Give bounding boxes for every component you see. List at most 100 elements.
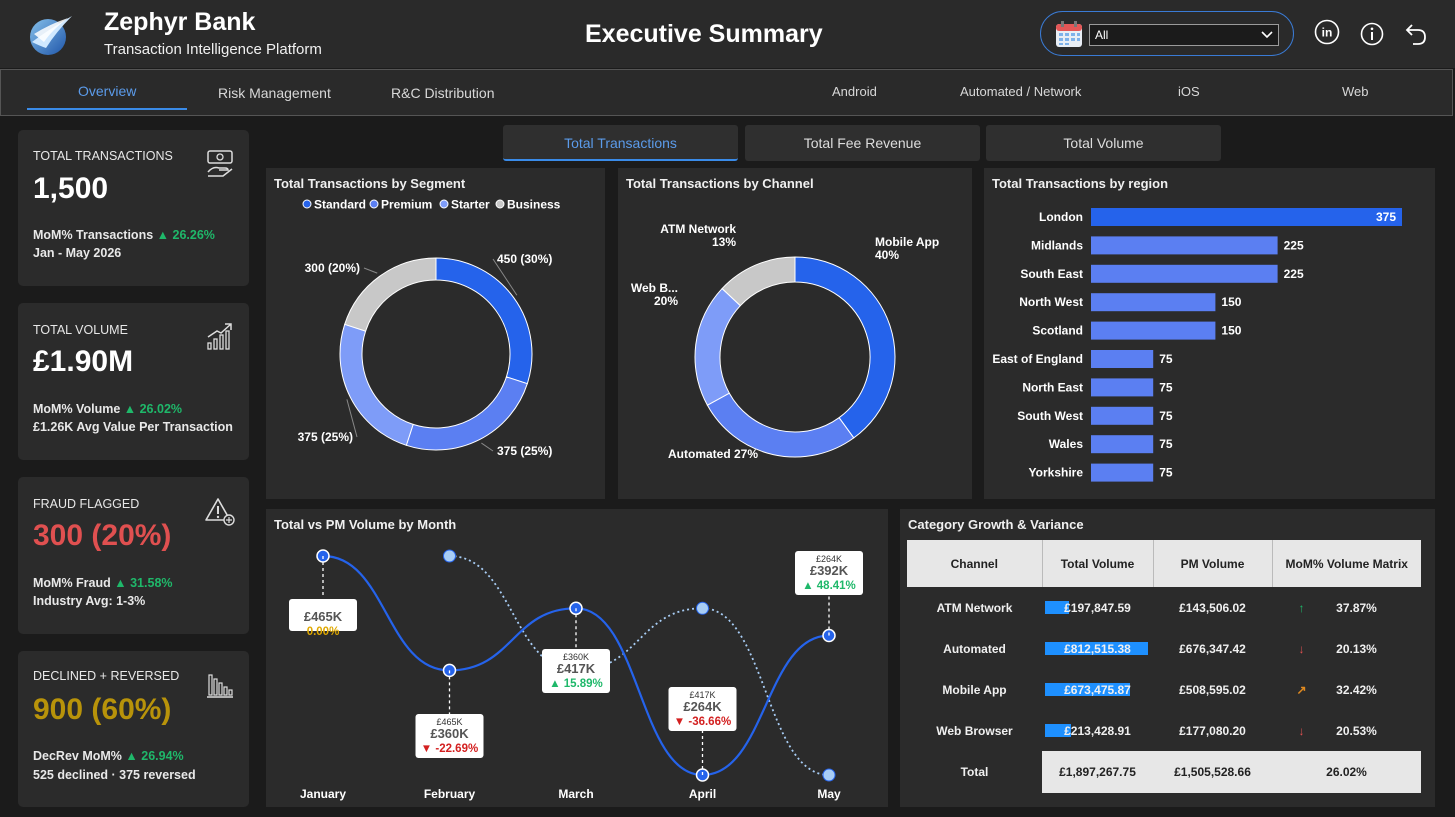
date-filter: All: [1040, 11, 1294, 56]
total-mom: 26.02%: [1272, 751, 1421, 793]
callout-pm-value: £264K: [816, 554, 842, 564]
total-volume-cell: £673,475.87: [1042, 669, 1153, 710]
region-label: London: [1039, 210, 1083, 224]
kpi-subtext: 525 declined · 375 reversed: [33, 768, 196, 782]
volume-data-bar: [1045, 683, 1131, 696]
callout-total-value: £465K: [304, 609, 343, 624]
column-header-total-volume[interactable]: Total Volume: [1042, 540, 1154, 587]
column-header-pm-volume[interactable]: PM Volume: [1153, 540, 1273, 587]
bar-value-label: 75: [1159, 380, 1173, 394]
bar-value-label: 75: [1159, 437, 1173, 451]
slice-label: ATM Network: [660, 222, 736, 236]
kpi-mom: MoM% Volume ▲ 26.02%: [33, 402, 182, 416]
tab-overview[interactable]: Overview: [78, 83, 137, 99]
tab-android[interactable]: Android: [832, 84, 877, 99]
table-row[interactable]: Automated £812,515.38 £676,347.42 ↓ 20.13%: [907, 628, 1421, 669]
donut-slice[interactable]: [435, 257, 533, 385]
mom-volume-cell: ↓ 20.53%: [1272, 710, 1421, 751]
kpi-label: TOTAL VOLUME: [33, 323, 128, 337]
legend-marker: [369, 199, 379, 209]
kpi-subtext: Jan - May 2026: [33, 246, 122, 260]
region-bar[interactable]: [1091, 321, 1216, 340]
callout-total-value: £360K: [430, 726, 469, 741]
total-point[interactable]: [822, 628, 836, 643]
legend-label[interactable]: Business: [507, 198, 561, 212]
pm-point[interactable]: [696, 601, 709, 615]
region-label: Midlands: [1031, 238, 1083, 252]
column-header-mom-volume[interactable]: MoM% Volume Matrix: [1272, 540, 1421, 587]
donut-slice[interactable]: [339, 323, 414, 446]
channel-cell: Web Browser: [936, 723, 1013, 738]
x-axis-label: February: [424, 787, 476, 801]
region-bar[interactable]: [1091, 463, 1154, 482]
bar-value-label: 225: [1284, 267, 1304, 281]
kpi-mom-label: MoM% Fraud: [33, 576, 111, 590]
bar-value-label: 75: [1159, 352, 1173, 366]
region-bar[interactable]: [1091, 264, 1278, 283]
slice-label: Mobile App: [875, 235, 939, 249]
linkedin-icon[interactable]: in: [1314, 19, 1340, 45]
column-header-channel[interactable]: Channel: [907, 540, 1043, 587]
table-row[interactable]: ATM Network £197,847.59 £143,506.02 ↑ 37.87%: [907, 587, 1421, 628]
region-bar[interactable]: [1091, 406, 1154, 425]
table-row[interactable]: Web Browser £213,428.91 £177,080.20 ↓ 20.53%: [907, 710, 1421, 751]
donut-slice[interactable]: [721, 256, 796, 307]
region-bar[interactable]: [1091, 236, 1278, 255]
region-bar[interactable]: [1091, 378, 1154, 397]
legend-label[interactable]: Premium: [381, 198, 432, 212]
active-tab-indicator: [27, 108, 187, 110]
callout-total-value: £264K: [683, 699, 722, 714]
total-point[interactable]: [442, 663, 457, 678]
pm-point[interactable]: [443, 549, 456, 563]
kpi-label: TOTAL TRANSACTIONS: [33, 149, 173, 163]
region-bar[interactable]: [1091, 435, 1154, 454]
kpi-card-volume: TOTAL VOLUME £1.90M MoM% Volume ▲ 26.02%…: [18, 303, 249, 460]
kpi-card-fraud: FRAUD FLAGGED 300 (20%) MoM% Fraud ▲ 31.…: [18, 477, 249, 634]
month-chart-title: Total vs PM Volume by Month: [274, 517, 457, 532]
nav-tabbar: Overview Risk Management R&C Distributio…: [0, 69, 1453, 116]
region-bar[interactable]: [1091, 350, 1154, 368]
table-row[interactable]: Mobile App £673,475.87 £508,595.02 ↗ 32.42%: [907, 669, 1421, 710]
tab-web[interactable]: Web: [1342, 84, 1369, 99]
volume-data-bar: [1045, 601, 1070, 614]
region-label: North East: [1022, 380, 1083, 394]
total-volume-cell: £812,515.38: [1042, 628, 1153, 669]
slice-label: 300 (20%): [305, 261, 360, 275]
channel-cell: Automated: [943, 641, 1006, 656]
back-arrow-icon[interactable]: [1403, 21, 1429, 47]
kpi-mom: MoM% Transactions ▲ 26.26%: [33, 228, 215, 242]
mom-volume-cell: ↓ 20.13%: [1272, 628, 1421, 669]
channel-chart-panel: Total Transactions by Channel Mobile App…: [618, 168, 972, 499]
table-total-row: Total £1,897,267.75 £1,505,528.66 26.02%: [907, 751, 1421, 793]
bar-value-label: 75: [1159, 409, 1173, 423]
total-transactions-button[interactable]: Total Transactions: [503, 125, 738, 161]
bar-value-label: 75: [1159, 466, 1173, 480]
tab-ios[interactable]: iOS: [1178, 84, 1200, 99]
legend-label[interactable]: Standard: [314, 198, 366, 212]
bar-value-label: 225: [1284, 238, 1304, 252]
tab-automated-network[interactable]: Automated / Network: [960, 84, 1082, 99]
segment-chart-title: Total Transactions by Segment: [274, 176, 466, 191]
total-fee-revenue-button[interactable]: Total Fee Revenue: [745, 125, 980, 161]
donut-slice[interactable]: [344, 257, 437, 332]
legend-label[interactable]: Starter: [451, 198, 490, 212]
region-bar[interactable]: [1091, 293, 1216, 312]
total-volume-button[interactable]: Total Volume: [986, 125, 1221, 161]
info-icon[interactable]: [1359, 21, 1385, 47]
donut-slice[interactable]: [405, 376, 528, 451]
callout-change: ▼ -22.69%: [421, 743, 478, 755]
bar-value-label: 375: [1376, 210, 1396, 224]
total-volume-sum: £1,897,267.75: [1042, 751, 1153, 793]
pm-volume-cell: £177,080.20: [1179, 723, 1246, 738]
mom-volume-cell: ↗ 32.42%: [1272, 669, 1421, 710]
period-select[interactable]: All: [1089, 24, 1279, 46]
callout-box: [795, 551, 863, 595]
growth-chart-icon: [207, 323, 232, 350]
donut-slice[interactable]: [694, 287, 742, 406]
tab-rc-distribution[interactable]: R&C Distribution: [391, 85, 495, 101]
region-bar[interactable]: [1091, 208, 1402, 226]
donut-slice[interactable]: [794, 256, 896, 439]
pm-point[interactable]: [822, 768, 836, 782]
tab-risk-management[interactable]: Risk Management: [218, 85, 331, 101]
